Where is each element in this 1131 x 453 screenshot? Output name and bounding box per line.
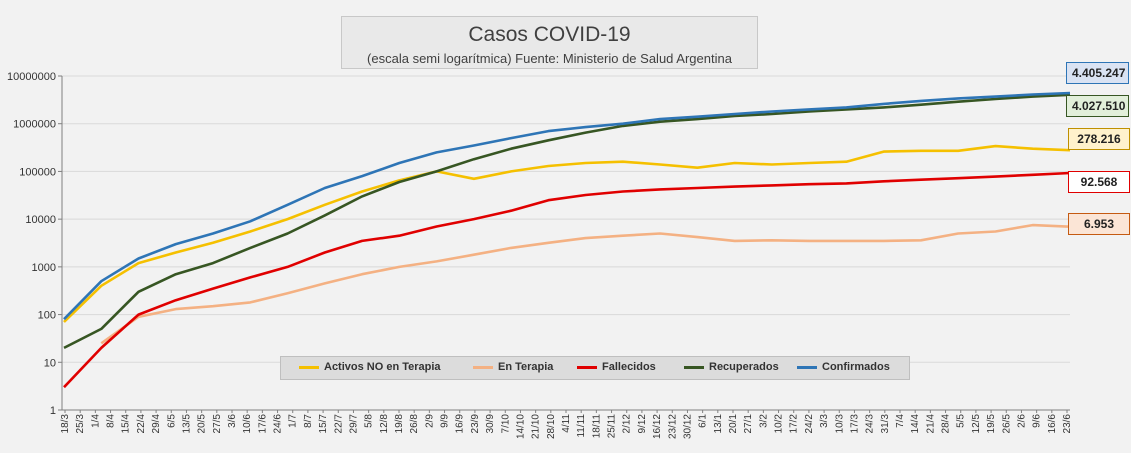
x-tick-label: 3/2 — [758, 414, 769, 428]
x-tick-label: 25/3 — [75, 414, 86, 434]
series-line-0 — [63, 144, 1071, 323]
x-tick-label: 13/5 — [181, 414, 192, 434]
chart-title-box: Casos COVID-19 (escala semi logarítmica)… — [341, 16, 758, 69]
x-tick-label: 31/3 — [880, 414, 891, 434]
x-tick-label: 27/1 — [743, 414, 754, 434]
y-tick-label: 100 — [38, 310, 56, 322]
x-tick-label: 23/6 — [1062, 414, 1073, 434]
x-tick-label: 15/7 — [318, 414, 329, 434]
x-tick-label: 24/2 — [804, 414, 815, 434]
series-line-1 — [100, 223, 1071, 345]
x-tick-label: 23/12 — [667, 414, 678, 439]
series-line-3 — [63, 93, 1071, 350]
x-tick-label: 22/4 — [136, 414, 147, 434]
x-tick-label: 22/7 — [333, 414, 344, 434]
x-tick-label: 24/3 — [865, 414, 876, 434]
chart-title: Casos COVID-19 — [468, 23, 631, 46]
x-tick-label: 1/4 — [90, 414, 101, 428]
x-tick-label: 29/4 — [151, 414, 162, 434]
x-tick-label: 6/1 — [698, 414, 709, 428]
callout-confirmados: 4.405.247 — [1066, 62, 1129, 84]
series-line-2 — [63, 171, 1071, 389]
x-tick-label: 16/12 — [652, 414, 663, 439]
callout-terapia: 6.953 — [1068, 213, 1130, 235]
x-tick-label: 14/4 — [910, 414, 921, 434]
x-tick-label: 16/9 — [455, 414, 466, 434]
y-tick-label: 1 — [50, 405, 56, 417]
x-tick-label: 5/8 — [364, 414, 375, 428]
x-tick-label: 9/12 — [637, 414, 648, 434]
x-tick-label: 16/6 — [1047, 414, 1058, 434]
x-tick-label: 25/11 — [607, 414, 618, 439]
x-tick-label: 1/7 — [288, 414, 299, 428]
x-tick-label: 28/4 — [941, 414, 952, 434]
x-tick-label: 10/2 — [774, 414, 785, 434]
x-tick-label: 8/4 — [106, 414, 117, 428]
x-tick-label: 23/9 — [470, 414, 481, 434]
chart-legend: Activos NO en Terapia En Terapia Falleci… — [280, 356, 910, 380]
callout-activos: 278.216 — [1068, 128, 1130, 150]
x-tick-label: 2/6 — [1016, 414, 1027, 428]
x-tick-label: 20/5 — [197, 414, 208, 434]
x-tick-label: 30/9 — [485, 414, 496, 434]
x-tick-label: 17/3 — [849, 414, 860, 434]
x-tick-label: 17/2 — [789, 414, 800, 434]
y-tick-label: 10 — [44, 357, 56, 369]
x-tick-label: 6/5 — [166, 414, 177, 428]
x-tick-label: 18/3 — [60, 414, 71, 434]
x-tick-label: 10/3 — [834, 414, 845, 434]
y-tick-label: 10000 — [25, 214, 56, 226]
x-tick-label: 21/4 — [925, 414, 936, 434]
x-tick-label: 2/9 — [424, 414, 435, 428]
x-tick-label: 14/10 — [515, 414, 526, 439]
x-tick-label: 9/9 — [440, 414, 451, 428]
x-tick-label: 18/11 — [591, 414, 602, 439]
x-tick-label: 3/3 — [819, 414, 830, 428]
x-tick-label: 7/10 — [500, 414, 511, 434]
legend-item-recuperados: Recuperados — [684, 361, 779, 373]
series-line-4 — [63, 91, 1071, 321]
callout-recuperados: 4.027.510 — [1066, 95, 1129, 117]
legend-item-confirmados: Confirmados — [797, 361, 890, 373]
x-tick-label: 5/5 — [956, 414, 967, 428]
x-tick-label: 19/8 — [394, 414, 405, 434]
x-tick-label: 3/6 — [227, 414, 238, 428]
legend-item-activos: Activos NO en Terapia — [299, 361, 441, 373]
y-tick-label: 1000 — [32, 262, 56, 274]
x-tick-label: 20/1 — [728, 414, 739, 434]
y-tick-label: 1000000 — [13, 119, 56, 131]
x-tick-label: 13/1 — [713, 414, 724, 434]
chart-subtitle: (escala semi logarítmica) Fuente: Minist… — [367, 51, 732, 66]
x-tick-label: 24/6 — [273, 414, 284, 434]
x-tick-label: 29/7 — [348, 414, 359, 434]
x-tick-label: 4/11 — [561, 414, 572, 433]
x-tick-label: 15/4 — [121, 414, 132, 434]
plot-area — [62, 76, 1070, 410]
x-tick-label: 28/10 — [546, 414, 557, 439]
callout-fallecidos: 92.568 — [1068, 171, 1130, 193]
x-tick-label: 30/12 — [682, 414, 693, 439]
x-tick-label: 26/5 — [1001, 414, 1012, 434]
x-tick-label: 7/4 — [895, 414, 906, 428]
legend-item-fallecidos: Fallecidos — [577, 361, 656, 373]
y-tick-label: 100000 — [19, 166, 56, 178]
x-tick-label: 17/6 — [257, 414, 268, 434]
x-tick-label: 26/8 — [409, 414, 420, 434]
x-tick-label: 10/6 — [242, 414, 253, 434]
x-tick-label: 11/11 — [576, 414, 587, 438]
x-tick-label: 9/6 — [1032, 414, 1043, 428]
x-tick-label: 8/7 — [303, 414, 314, 428]
x-tick-label: 2/12 — [622, 414, 633, 434]
x-tick-label: 12/8 — [379, 414, 390, 434]
legend-item-terapia: En Terapia — [473, 361, 553, 373]
x-tick-label: 21/10 — [531, 414, 542, 439]
y-tick-label: 10000000 — [7, 71, 56, 83]
x-tick-label: 27/5 — [212, 414, 223, 434]
x-tick-label: 19/5 — [986, 414, 997, 434]
x-tick-label: 12/5 — [971, 414, 982, 434]
